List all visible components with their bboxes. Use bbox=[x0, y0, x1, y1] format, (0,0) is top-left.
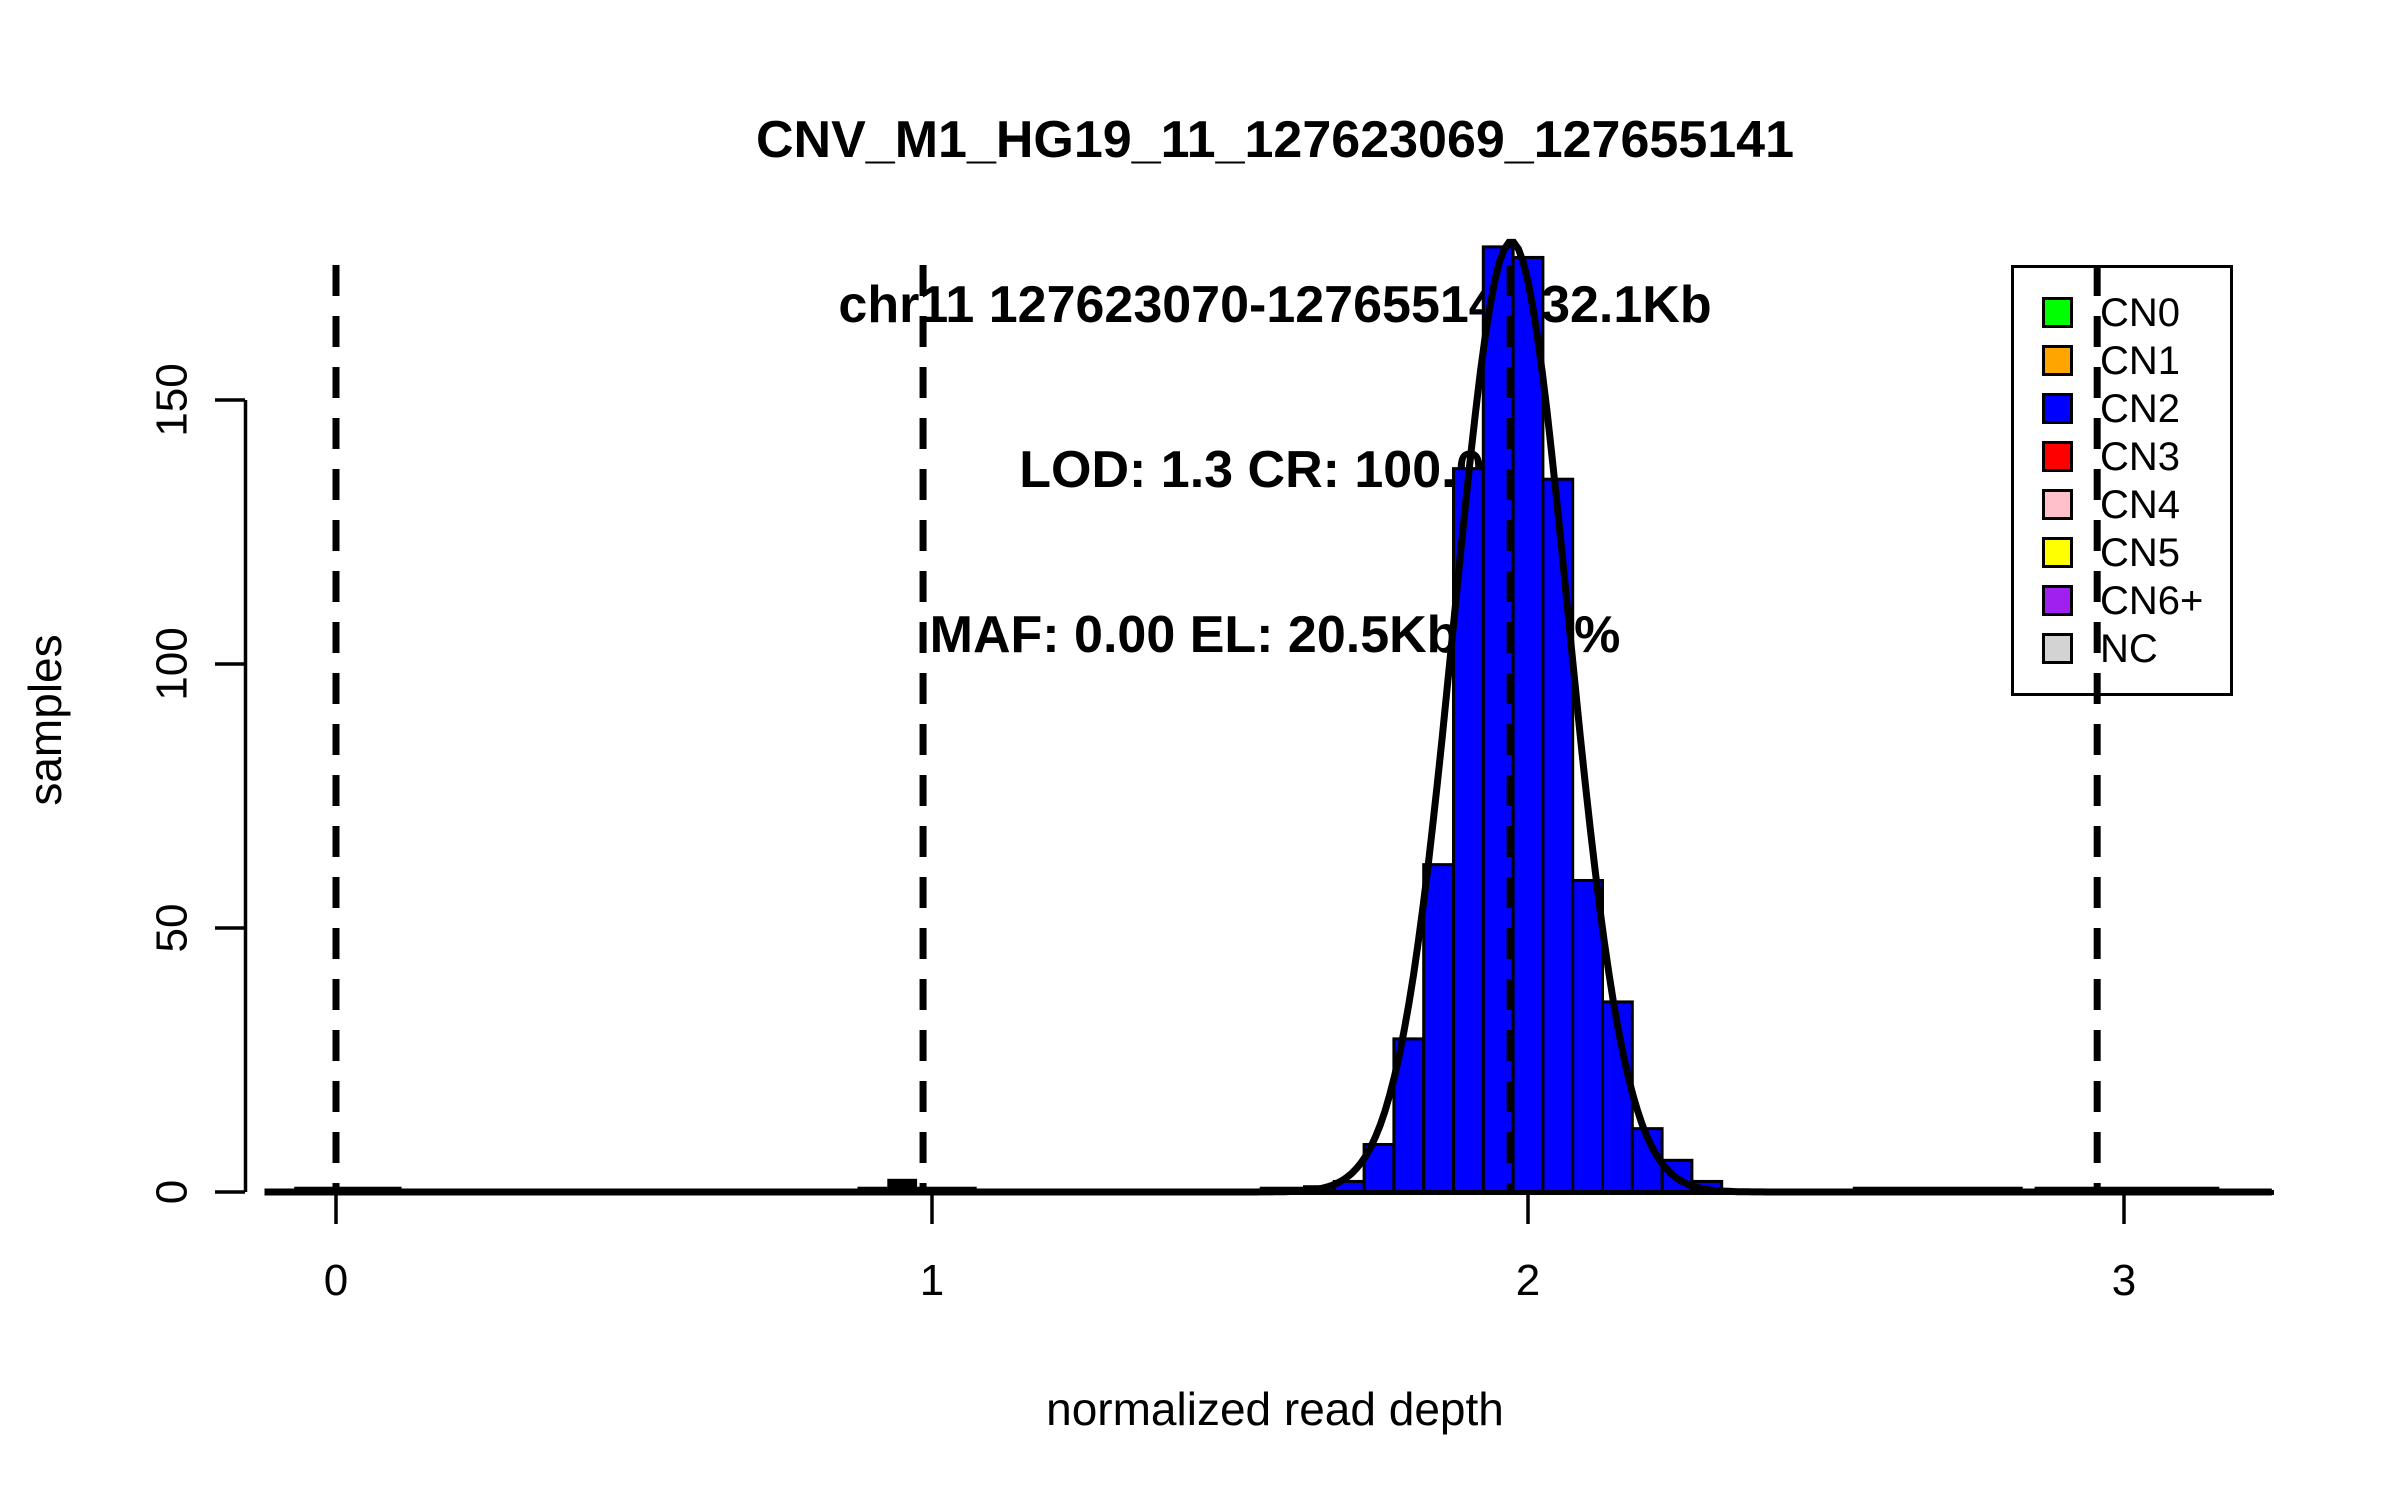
cn0-swatch bbox=[2042, 297, 2073, 328]
legend-item-cn1: CN1 bbox=[2014, 337, 2230, 385]
histogram-bar bbox=[1481, 245, 1515, 1194]
cn4-swatch bbox=[2042, 489, 2073, 520]
plot-title-line-2: chr11 127623070-127655141 32.1Kb bbox=[838, 276, 1712, 334]
legend-item-cn3: CN3 bbox=[2014, 433, 2230, 481]
legend-label: CN2 bbox=[2100, 386, 2181, 431]
legend-label: NC bbox=[2100, 626, 2158, 671]
histogram-bar bbox=[1601, 1000, 1634, 1194]
cn3-swatch bbox=[2042, 441, 2073, 472]
x-tick-label: 2 bbox=[1516, 1256, 1540, 1305]
nc-swatch bbox=[2042, 633, 2073, 664]
y-tick-label: 0 bbox=[148, 1180, 197, 1204]
legend-label: CN1 bbox=[2100, 338, 2181, 383]
plot-title-line-1: CNV_M1_HG19_11_127623069_127655141 bbox=[756, 111, 1794, 169]
legend-label: CN0 bbox=[2100, 290, 2181, 335]
cn1-swatch bbox=[2042, 345, 2073, 376]
legend-label: CN4 bbox=[2100, 482, 2181, 527]
cn5-swatch bbox=[2042, 537, 2073, 568]
x-tick-label: 0 bbox=[324, 1256, 348, 1305]
legend-box: CN0 CN1 CN2 CN3 CN4 CN5 CN6+ NC bbox=[2011, 265, 2233, 696]
legend-item-cn0: CN0 bbox=[2014, 289, 2230, 337]
y-tick-label: 150 bbox=[148, 363, 197, 436]
legend-label: CN3 bbox=[2100, 434, 2181, 479]
histogram-bar bbox=[1422, 863, 1455, 1194]
cn2-swatch bbox=[2042, 393, 2073, 424]
x-axis-label: normalized read depth bbox=[1046, 1383, 1504, 1435]
legend-item-cn4: CN4 bbox=[2014, 481, 2230, 529]
x-tick-label: 3 bbox=[2112, 1256, 2136, 1305]
y-tick-label: 100 bbox=[148, 627, 197, 700]
legend-item-nc: NC bbox=[2014, 625, 2230, 673]
legend-item-cn5: CN5 bbox=[2014, 529, 2230, 577]
y-tick-label: 50 bbox=[148, 904, 197, 953]
density-fit-curve bbox=[264, 238, 2272, 1196]
legend-label: CN5 bbox=[2100, 530, 2181, 575]
legend-item-cn6plus: CN6+ bbox=[2014, 577, 2230, 625]
histogram-bar bbox=[1511, 255, 1545, 1194]
cn6plus-swatch bbox=[2042, 585, 2073, 616]
legend-item-cn2: CN2 bbox=[2014, 385, 2230, 433]
legend-label: CN6+ bbox=[2100, 578, 2204, 623]
histogram-bar bbox=[1571, 878, 1604, 1194]
x-tick-label: 1 bbox=[920, 1256, 944, 1305]
